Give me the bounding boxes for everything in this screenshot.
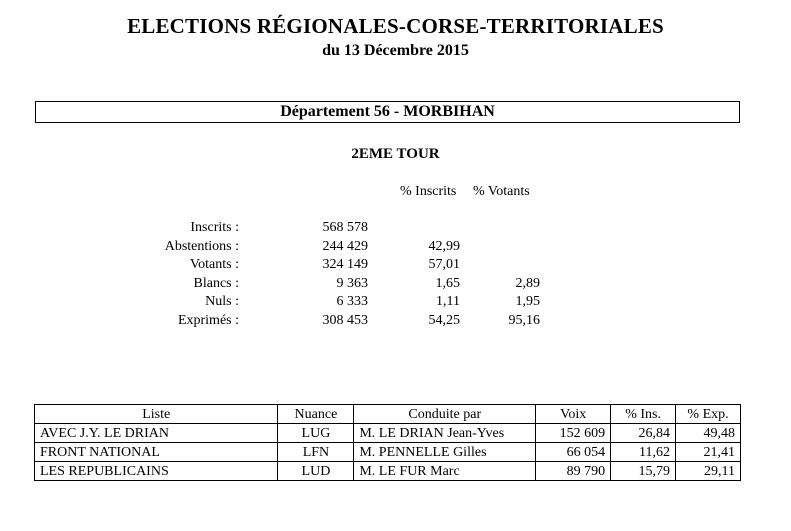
- stat-label: Inscrits :: [190, 220, 239, 235]
- col-header-nuance: Nuance: [277, 404, 355, 424]
- pct-votants-header: % Votants: [473, 184, 530, 199]
- cell-pct-exp: 29,11: [675, 461, 741, 481]
- stat-pct-inscrits: 57,01: [428, 257, 461, 273]
- table-row: FRONT NATIONAL LFN M. PENNELLE Gilles 66…: [33, 442, 741, 462]
- table-row: LES REPUBLICAINS LUD M. LE FUR Marc 89 7…: [33, 461, 741, 481]
- stat-pct-votants: 2,89: [515, 275, 541, 291]
- page-title: ELECTIONS RÉGIONALES-CORSE-TERRITORIALES: [127, 14, 664, 38]
- stat-pct-inscrits: 1,65: [435, 275, 461, 291]
- stat-label: Nuls :: [205, 294, 239, 310]
- cell-voix: 66 054: [535, 442, 612, 462]
- stat-label: Votants :: [189, 257, 239, 273]
- cell-conduite: M. PENNELLE Gilles: [353, 442, 537, 462]
- stat-pct-inscrits: 1,11: [436, 294, 460, 310]
- col-header-voix: Voix: [535, 404, 612, 424]
- stat-row-votants: Votants : 324 149 57,01: [0, 257, 791, 276]
- stat-value: 568 578: [322, 220, 369, 235]
- round-title: 2EME TOUR: [351, 146, 440, 162]
- cell-voix: 89 790: [535, 461, 612, 481]
- cell-liste: LES REPUBLICAINS: [33, 461, 279, 481]
- cell-voix: 152 609: [535, 423, 612, 443]
- col-header-liste: Liste: [33, 404, 279, 424]
- stat-pct-inscrits: 54,25: [428, 312, 461, 328]
- stat-value: 244 429: [322, 238, 369, 254]
- stat-row-blancs: Blancs : 9 363 1,65 2,89: [0, 276, 791, 295]
- stat-row-inscrits: Inscrits : 568 578: [0, 220, 791, 239]
- stat-label: Exprimés :: [177, 312, 239, 328]
- cell-nuance: LUD: [277, 461, 355, 481]
- cell-pct-ins: 26,84: [610, 423, 677, 443]
- cell-pct-exp: 49,48: [675, 423, 741, 443]
- cell-pct-ins: 15,79: [610, 461, 677, 481]
- stat-value: 324 149: [322, 257, 369, 273]
- table-row: AVEC J.Y. LE DRIAN LUG M. LE DRIAN Jean-…: [33, 423, 741, 443]
- pct-inscrits-header: % Inscrits: [400, 184, 457, 199]
- turnout-stats: Inscrits : 568 578 Abstentions : 244 429…: [0, 220, 791, 332]
- col-header-conduite: Conduite par: [353, 404, 537, 424]
- stat-pct-inscrits: 42,99: [428, 238, 461, 254]
- stat-label: Blancs :: [193, 275, 240, 291]
- cell-nuance: LFN: [277, 442, 355, 462]
- cell-pct-exp: 21,41: [675, 442, 741, 462]
- stat-pct-votants: 95,16: [508, 312, 541, 328]
- cell-conduite: M. LE FUR Marc: [353, 461, 537, 481]
- stat-row-nuls: Nuls : 6 333 1,11 1,95: [0, 294, 791, 313]
- stat-row-abstentions: Abstentions : 244 429 42,99: [0, 239, 791, 258]
- results-table: Liste Nuance Conduite par Voix % Ins. % …: [33, 404, 741, 481]
- stat-label: Abstentions :: [164, 238, 239, 254]
- col-header-pct-ins: % Ins.: [610, 404, 677, 424]
- stat-pct-votants: 1,95: [515, 294, 541, 310]
- stat-value: 308 453: [322, 312, 369, 328]
- cell-conduite: M. LE DRIAN Jean-Yves: [353, 423, 537, 443]
- cell-liste: AVEC J.Y. LE DRIAN: [33, 423, 279, 443]
- cell-pct-ins: 11,62: [610, 442, 677, 462]
- cell-nuance: LUG: [277, 423, 355, 443]
- page-subtitle: du 13 Décembre 2015: [322, 42, 469, 59]
- stat-value: 9 363: [336, 275, 369, 291]
- department-header: Département 56 - MORBIHAN: [35, 101, 740, 123]
- stat-value: 6 333: [336, 294, 369, 310]
- col-header-pct-exp: % Exp.: [675, 404, 741, 424]
- results-header-row: Liste Nuance Conduite par Voix % Ins. % …: [33, 404, 741, 424]
- cell-liste: FRONT NATIONAL: [33, 442, 279, 462]
- stat-row-exprimes: Exprimés : 308 453 54,25 95,16: [0, 313, 791, 332]
